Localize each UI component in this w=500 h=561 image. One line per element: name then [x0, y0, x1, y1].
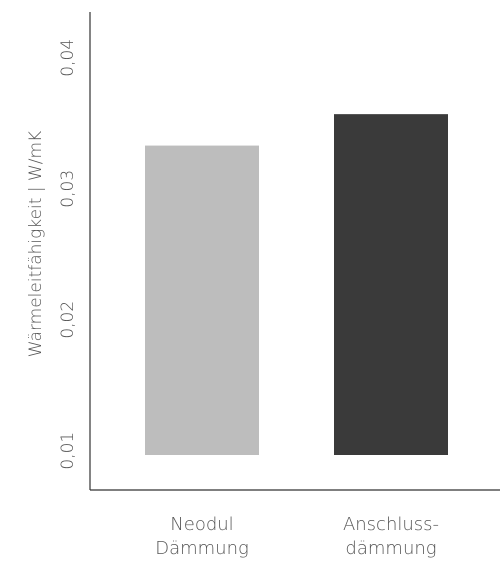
y-tick-label: 0,04: [58, 39, 78, 77]
category-label-neodul-line2: Dämmung: [155, 538, 249, 559]
y-tick-label: 0,03: [58, 170, 78, 208]
bar-1: [334, 114, 448, 455]
y-tick-labels: 0,01 0,02 0,03 0,04: [58, 39, 78, 470]
bars-group: [145, 114, 448, 456]
y-axis-title: Wärmeleitfähigkeit | W/mK: [26, 131, 46, 357]
y-tick-label: 0,01: [58, 432, 78, 470]
category-label-anschluss-line1: Anschluss-: [343, 514, 439, 535]
bar-0: [145, 145, 259, 456]
category-label-neodul-line1: Neodul: [170, 514, 233, 535]
y-tick-label: 0,02: [58, 301, 78, 339]
category-label-anschluss-line2: dämmung: [345, 538, 436, 559]
